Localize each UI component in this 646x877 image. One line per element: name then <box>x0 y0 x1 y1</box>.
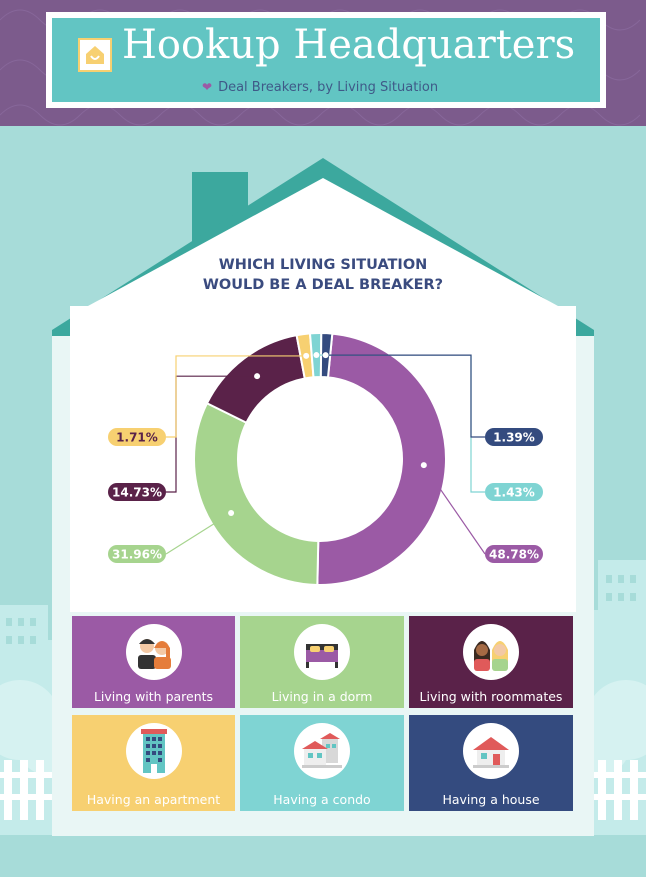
tile-label: Living in a dorm <box>271 689 373 704</box>
tile-bed: Living in a dorm <box>240 616 404 708</box>
question-line-1: WHICH LIVING SITUATION <box>218 257 428 273</box>
subtitle: ❤ Deal Breakers, by Living Situation <box>202 80 438 95</box>
question-line-2: WOULD BE A DEAL BREAKER? <box>202 277 444 293</box>
tile-apartment-building: Having an apartment <box>72 715 235 811</box>
home-logo-icon <box>78 38 112 72</box>
tile-label: Living with roommates <box>419 689 563 704</box>
tile-label: Having an apartment <box>86 792 221 807</box>
subtitle-text: Deal Breakers, by Living Situation <box>218 80 439 95</box>
condo-icon <box>294 723 350 779</box>
roommates-icon <box>463 624 519 680</box>
house-icon <box>463 723 519 779</box>
page-title: Hookup Headquarters <box>122 22 576 68</box>
chart-question: WHICH LIVING SITUATION WOULD BE A DEAL B… <box>0 255 646 295</box>
tile-label: Having a house <box>442 792 540 807</box>
broken-heart-icon: ❤ <box>202 80 213 94</box>
tile-label: Living with parents <box>93 689 214 704</box>
apartment-building-icon <box>125 723 182 779</box>
tile-condo: Having a condo <box>240 715 404 811</box>
tile-label: Having a condo <box>273 792 371 807</box>
bed-icon <box>294 624 350 680</box>
parents-icon <box>125 624 182 680</box>
tile-parents: Living with parents <box>72 616 235 708</box>
tile-house: Having a house <box>409 715 573 811</box>
tile-roommates: Living with roommates <box>409 616 573 708</box>
title-banner: Hookup Headquarters ❤ Deal Breakers, by L… <box>46 12 606 108</box>
